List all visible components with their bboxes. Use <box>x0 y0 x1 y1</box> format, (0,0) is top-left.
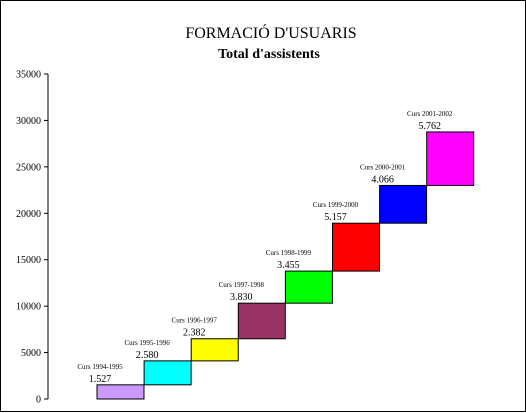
value-label: 2.382 <box>183 328 206 339</box>
category-label: Curs 1996-1997 <box>172 317 218 325</box>
chart-subtitle: Total d'assistents <box>218 47 320 62</box>
bar-8 <box>426 131 475 186</box>
bar-6 <box>332 222 380 272</box>
bars-group: Curs 1994-1995 1.527 Curs 1995-1996 2.580 Cu… <box>77 110 475 400</box>
y-tick-label: 35000 <box>16 70 41 81</box>
y-tick-label: 30000 <box>16 116 41 127</box>
bar-2 <box>143 360 192 386</box>
value-label: 2.580 <box>136 350 159 361</box>
category-label: Curs 1997-1998 <box>219 281 265 289</box>
y-tick-label: 10000 <box>16 302 41 313</box>
category-label: Curs 2000-2001 <box>360 163 406 171</box>
category-label: Curs 1999-2000 <box>313 201 359 209</box>
chart-title: FORMACIÓ D'USUARIS <box>185 23 356 42</box>
bar-5 <box>284 270 333 304</box>
bar-4 <box>237 302 286 340</box>
category-label: Curs 1995-1996 <box>124 339 170 347</box>
bar-7 <box>379 184 428 224</box>
y-tick-label: 15000 <box>16 255 41 266</box>
y-tick-label: 0 <box>36 395 41 406</box>
category-label: Curs 1994-1995 <box>77 363 123 371</box>
value-label: 5.762 <box>418 121 441 132</box>
category-label: Curs 1998-1999 <box>266 249 312 257</box>
category-label: Curs 2001-2002 <box>407 110 453 118</box>
value-label: 1.527 <box>89 374 112 385</box>
y-tick-label: 25000 <box>16 162 41 173</box>
y-tick-label: 5000 <box>21 348 41 359</box>
bar-3 <box>190 338 239 362</box>
value-label: 3.455 <box>277 260 300 271</box>
bar-1 <box>96 384 145 400</box>
value-label: 5.157 <box>324 212 347 223</box>
y-axis-ticks: 0 5000 10000 15000 20000 25000 30000 35000 <box>16 70 48 406</box>
y-tick-label: 20000 <box>16 209 41 220</box>
value-label: 3.830 <box>230 292 253 303</box>
value-label: 4.066 <box>371 174 394 185</box>
